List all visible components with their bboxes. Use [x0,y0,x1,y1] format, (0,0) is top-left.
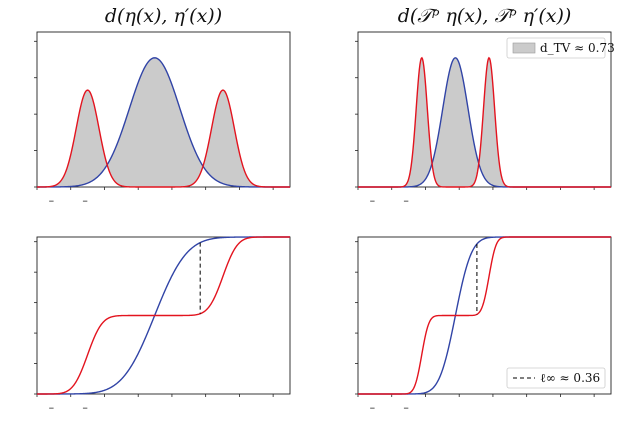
legend-label: d_TV ≈ 0.73 [540,41,615,55]
legend-swatch [512,42,536,54]
x-tick-label: – [403,401,409,414]
difference-area [358,57,611,187]
axes-frame [357,31,612,188]
x-tick-label: – [370,401,376,414]
red-series-line [358,56,611,188]
axes-frame [357,236,612,395]
x-tick-label: – [49,401,55,414]
x-tick-label: – [82,194,88,207]
x-tick-label: – [403,194,409,207]
x-tick-label: – [49,194,55,207]
axes-frame [36,236,291,395]
blue-series-line [37,57,290,188]
legend-box [506,367,606,389]
panel-bottom-right: – – ℓ∞ ≈ 0.36 [355,236,612,414]
red-series-line [358,236,611,395]
x-tick-label: – [370,194,376,207]
legend-label: ℓ∞ ≈ 0.36 [540,371,600,385]
difference-area [37,57,290,187]
panel-top-left: d(η(x), η′(x)) – – [34,5,291,207]
panel-top-right: d(𝒯ᵖ η(x), 𝒯ᵖ η′(x)) – – d_TV ≈ 0.73 [355,5,615,207]
red-series-line [36,89,290,188]
red-series-line [37,236,290,395]
blue-series-line [37,236,290,395]
panel-bottom-left: – – [34,236,291,414]
panel-title: d(η(x), η′(x)) [105,5,222,27]
panel-title: d(𝒯ᵖ η(x), 𝒯ᵖ η′(x)) [398,5,572,27]
x-tick-label: – [82,401,88,414]
